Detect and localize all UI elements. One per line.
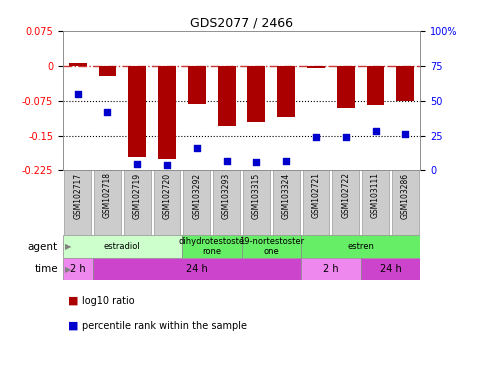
Bar (218, 66, 236, 126)
Bar (307, 66, 325, 68)
Bar (69, 63, 86, 66)
Bar (247, 66, 265, 122)
Point (223, 158, 230, 164)
Bar (94, 170, 121, 235)
Text: dihydrotestoste
rone: dihydrotestoste rone (179, 237, 245, 257)
Bar (128, 66, 146, 157)
Text: GSM103286: GSM103286 (401, 172, 410, 218)
Bar (362, 170, 389, 235)
Bar (301, 258, 361, 280)
Text: GSM103292: GSM103292 (192, 172, 201, 218)
Text: ▶: ▶ (65, 242, 71, 251)
Text: 19-nortestoster
one: 19-nortestoster one (239, 237, 304, 257)
Bar (64, 170, 91, 235)
Bar (63, 235, 182, 258)
Point (372, 128, 380, 134)
Text: estren: estren (347, 242, 374, 251)
Text: agent: agent (28, 242, 58, 252)
Bar (273, 170, 299, 235)
Point (74, 91, 82, 97)
Text: GSM102720: GSM102720 (163, 172, 171, 218)
Point (133, 161, 141, 167)
Point (253, 159, 260, 165)
Text: 2 h: 2 h (323, 264, 339, 274)
Text: GSM102719: GSM102719 (133, 172, 142, 218)
Bar (277, 66, 295, 117)
Bar (124, 170, 151, 235)
Text: 2 h: 2 h (70, 264, 85, 274)
Text: percentile rank within the sample: percentile rank within the sample (82, 321, 247, 331)
Bar (188, 66, 206, 104)
Bar (337, 66, 355, 108)
Text: GSM102722: GSM102722 (341, 172, 350, 218)
Bar (302, 170, 329, 235)
Point (401, 131, 409, 137)
Text: GSM102717: GSM102717 (73, 172, 82, 218)
Bar (332, 170, 359, 235)
Text: 24 h: 24 h (186, 264, 208, 274)
Bar (243, 170, 270, 235)
Bar (361, 258, 420, 280)
Text: log10 ratio: log10 ratio (82, 296, 135, 306)
Bar (242, 235, 301, 258)
Text: GSM103111: GSM103111 (371, 172, 380, 218)
Text: time: time (34, 264, 58, 274)
Text: estradiol: estradiol (104, 242, 141, 251)
Text: 24 h: 24 h (380, 264, 401, 274)
Title: GDS2077 / 2466: GDS2077 / 2466 (190, 17, 293, 30)
Text: GSM103324: GSM103324 (282, 172, 291, 219)
Bar (154, 170, 181, 235)
Text: GSM102718: GSM102718 (103, 172, 112, 218)
Bar (182, 235, 242, 258)
Bar (93, 258, 301, 280)
Text: GSM102721: GSM102721 (312, 172, 320, 218)
Bar (213, 170, 240, 235)
Bar (397, 66, 414, 101)
Bar (392, 170, 419, 235)
Bar (301, 235, 420, 258)
Point (312, 134, 320, 140)
Point (282, 158, 290, 164)
Bar (63, 258, 93, 280)
Point (342, 134, 350, 140)
Bar (99, 66, 116, 76)
Point (193, 145, 201, 151)
Bar (158, 66, 176, 159)
Text: ▶: ▶ (65, 265, 71, 273)
Text: GSM103293: GSM103293 (222, 172, 231, 219)
Bar (367, 66, 384, 105)
Bar (184, 170, 210, 235)
Point (163, 162, 171, 168)
Text: GSM103315: GSM103315 (252, 172, 261, 219)
Text: ■: ■ (68, 321, 78, 331)
Point (104, 109, 112, 115)
Text: ■: ■ (68, 296, 78, 306)
